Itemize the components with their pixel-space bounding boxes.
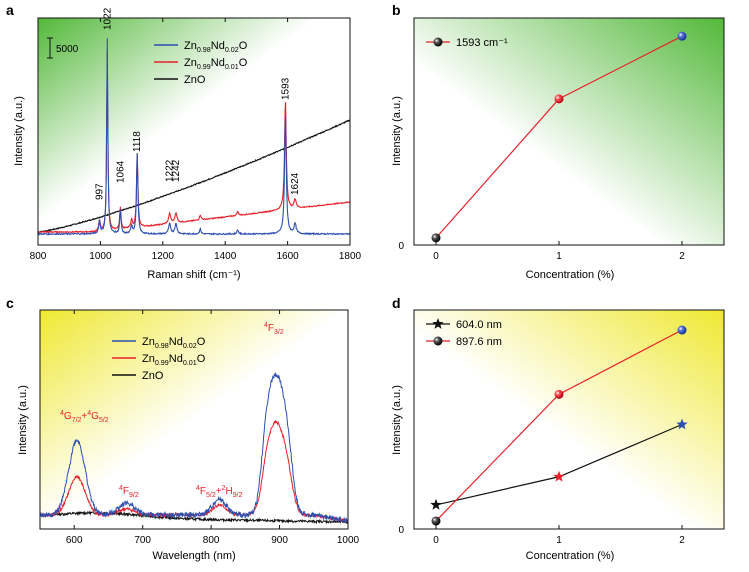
panel-d-x-tick-label: 2 bbox=[679, 535, 685, 546]
peak-label-1222: 1222 bbox=[165, 159, 176, 182]
panel-a-x-tick-label: 1000 bbox=[89, 251, 112, 262]
panel-b-frame bbox=[413, 17, 725, 246]
panel-c-x-tick-label: 800 bbox=[203, 535, 220, 546]
panel-b-x-tick-label: 0 bbox=[433, 251, 439, 262]
data-point-star bbox=[676, 418, 688, 430]
transition-label: 4F5/2+2H9/2 bbox=[196, 485, 243, 499]
panel-d-plot: 0 1 2 604.0 nm 897.6 nm bbox=[426, 318, 688, 546]
data-point-ball bbox=[554, 389, 564, 399]
transition-label: 4F9/2 bbox=[119, 485, 139, 499]
legend-marker-ball bbox=[433, 336, 443, 346]
data-point-ball bbox=[677, 325, 687, 335]
panel-b-xlabel: Concentration (%) bbox=[526, 269, 615, 281]
panel-label-a: a bbox=[6, 2, 14, 18]
panel-b-plot: 0 1 2 1593 cm⁻¹ bbox=[426, 31, 687, 262]
pl-line-zno bbox=[39, 510, 348, 525]
panel-d-frame bbox=[413, 309, 725, 530]
peak-label-997: 997 bbox=[94, 183, 105, 200]
transition-label: 4F3/2 bbox=[264, 322, 284, 336]
panel-d-ylabel: Intensity (a.u.) bbox=[391, 385, 403, 455]
panel-a-x-tick-label: 1600 bbox=[276, 251, 299, 262]
panel-d-y-origin: 0 bbox=[398, 525, 404, 536]
scale-bar-label: 5000 bbox=[56, 44, 79, 55]
panel-c-x-tick-label: 600 bbox=[66, 535, 83, 546]
panel-label-d: d bbox=[392, 295, 401, 311]
transition-label: 4G7/2+4G5/2 bbox=[60, 410, 109, 424]
panel-d-x-tick-label: 1 bbox=[556, 535, 562, 546]
panel-d-xlabel: Concentration (%) bbox=[526, 550, 615, 562]
panel-d-background bbox=[414, 310, 724, 529]
panel-a-x-tick-label: 1800 bbox=[339, 251, 362, 262]
panel-c-x-tick-label: 900 bbox=[271, 535, 288, 546]
panel-a-x-ticks: 800 1000 1200 1400 1600 1800 bbox=[30, 18, 362, 262]
peak-label-1624: 1624 bbox=[290, 172, 301, 195]
panel-b: 0 1 2 1593 cm⁻¹ 0 Concentration (%) Intensi… bbox=[391, 2, 725, 281]
spectrum-line-zn099nd001o bbox=[37, 51, 351, 234]
peak-label-1022: 1022 bbox=[102, 7, 113, 30]
panel-c-x-tick-label: 1000 bbox=[337, 535, 360, 546]
data-point-ball bbox=[431, 516, 441, 526]
panel-b-y-origin: 0 bbox=[398, 241, 404, 252]
panel-a-xlabel: Raman shift (cm⁻¹) bbox=[147, 269, 240, 281]
spectrum-line-zn098nd002o bbox=[37, 38, 351, 236]
panel-a-x-tick-label: 1400 bbox=[214, 251, 237, 262]
legend-label: Zn0.98Nd0.02O bbox=[142, 336, 206, 350]
panel-c-legend: Zn0.98Nd0.02O Zn0.99Nd0.01O ZnO bbox=[112, 336, 206, 382]
panel-c-ylabel: Intensity (a.u.) bbox=[17, 385, 29, 455]
panel-a-legend: Zn0.98Nd0.02O Zn0.99Nd0.01O ZnO bbox=[154, 40, 248, 86]
panel-label-c: c bbox=[6, 295, 14, 311]
panel-a-frame bbox=[37, 17, 351, 246]
data-point bbox=[554, 94, 564, 104]
panel-a-background bbox=[38, 18, 350, 245]
legend-label: ZnO bbox=[142, 370, 164, 382]
panel-a-curves bbox=[37, 38, 351, 236]
panel-c-frame bbox=[39, 309, 349, 530]
data-point bbox=[431, 233, 441, 243]
peak-label-1242: 1242 bbox=[171, 159, 182, 182]
panel-c-background bbox=[40, 310, 348, 529]
peak-label-1593: 1593 bbox=[280, 77, 291, 100]
panel-c-x-tick-label: 700 bbox=[134, 535, 151, 546]
panel-c-x-ticks: 600 700 800 900 1000 bbox=[66, 310, 360, 546]
panel-c-xlabel: Wavelength (nm) bbox=[152, 550, 235, 562]
panel-a-x-tick-label: 800 bbox=[30, 251, 47, 262]
panel-d-x-tick-label: 0 bbox=[433, 535, 439, 546]
panel-a-x-tick-label: 1200 bbox=[152, 251, 175, 262]
data-point-star bbox=[553, 470, 565, 482]
scale-bar: 5000 bbox=[47, 37, 79, 59]
panel-a: 800 1000 1200 1400 1600 1800 997 1022 1064 1118 1… bbox=[6, 2, 362, 281]
panel-c: 600 700 800 900 1000 4G7/2+4G5/2 4F9/2 4F5/2+2… bbox=[6, 295, 360, 562]
peak-label-1064: 1064 bbox=[115, 160, 126, 183]
legend-marker-star bbox=[432, 318, 444, 329]
legend-marker bbox=[433, 37, 443, 47]
spectrum-line-zno bbox=[37, 119, 351, 233]
legend-label: Zn0.99Nd0.01O bbox=[184, 57, 248, 71]
panel-b-background bbox=[414, 18, 724, 245]
peak-label-1118: 1118 bbox=[132, 131, 143, 152]
legend-label: 604.0 nm bbox=[456, 319, 502, 331]
legend-label: Zn0.99Nd0.01O bbox=[142, 353, 206, 367]
panel-b-ylabel: Intensity (a.u.) bbox=[391, 96, 403, 166]
pl-line-zn098nd002o bbox=[39, 372, 348, 524]
panel-c-annotations: 4G7/2+4G5/2 4F9/2 4F5/2+2H9/2 4F3/2 bbox=[60, 322, 284, 499]
legend-label: ZnO bbox=[184, 74, 206, 86]
panel-c-curves bbox=[39, 372, 349, 525]
legend-label: 1593 cm⁻¹ bbox=[456, 37, 508, 49]
data-point bbox=[677, 31, 687, 41]
panel-b-x-tick-label: 1 bbox=[556, 251, 562, 262]
panel-label-b: b bbox=[392, 2, 401, 18]
legend-label: 897.6 nm bbox=[456, 336, 502, 348]
legend-label: Zn0.98Nd0.02O bbox=[184, 40, 248, 54]
panel-a-ylabel: Intensity (a.u.) bbox=[13, 96, 25, 166]
panel-b-x-tick-label: 2 bbox=[679, 251, 685, 262]
data-point-star bbox=[430, 498, 442, 510]
